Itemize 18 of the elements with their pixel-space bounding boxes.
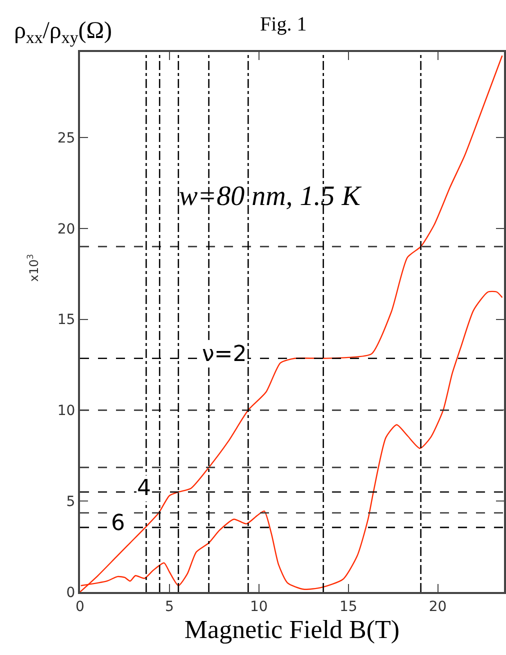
annotation: 4	[137, 476, 151, 501]
y-tick-label: 0	[66, 584, 76, 601]
x-tick-label: 5	[164, 598, 174, 615]
annotation: ν=2	[202, 342, 247, 367]
y-axis-title: ρ$_{xx}$/ρ$_{xy}$(Ω)	[14, 18, 112, 48]
chart-title: Fig. 1	[260, 13, 307, 36]
annotation: w=80 nm, 1.5 K	[179, 181, 362, 212]
x-tick-label: 20	[428, 598, 447, 615]
y-tick-label: 15	[57, 312, 76, 328]
y-tick-label: 25	[57, 130, 76, 146]
y-tick-label: 20	[57, 221, 76, 238]
x-tick-label: 10	[250, 598, 268, 615]
x-axis-title: Magnetic Field B(T)	[184, 615, 400, 644]
y-tick-label: 5	[66, 494, 76, 510]
y-tick-label: 10	[57, 403, 76, 420]
line-series	[80, 55, 503, 592]
x-tick-label: 15	[339, 598, 358, 615]
annotation: 6	[111, 511, 125, 536]
